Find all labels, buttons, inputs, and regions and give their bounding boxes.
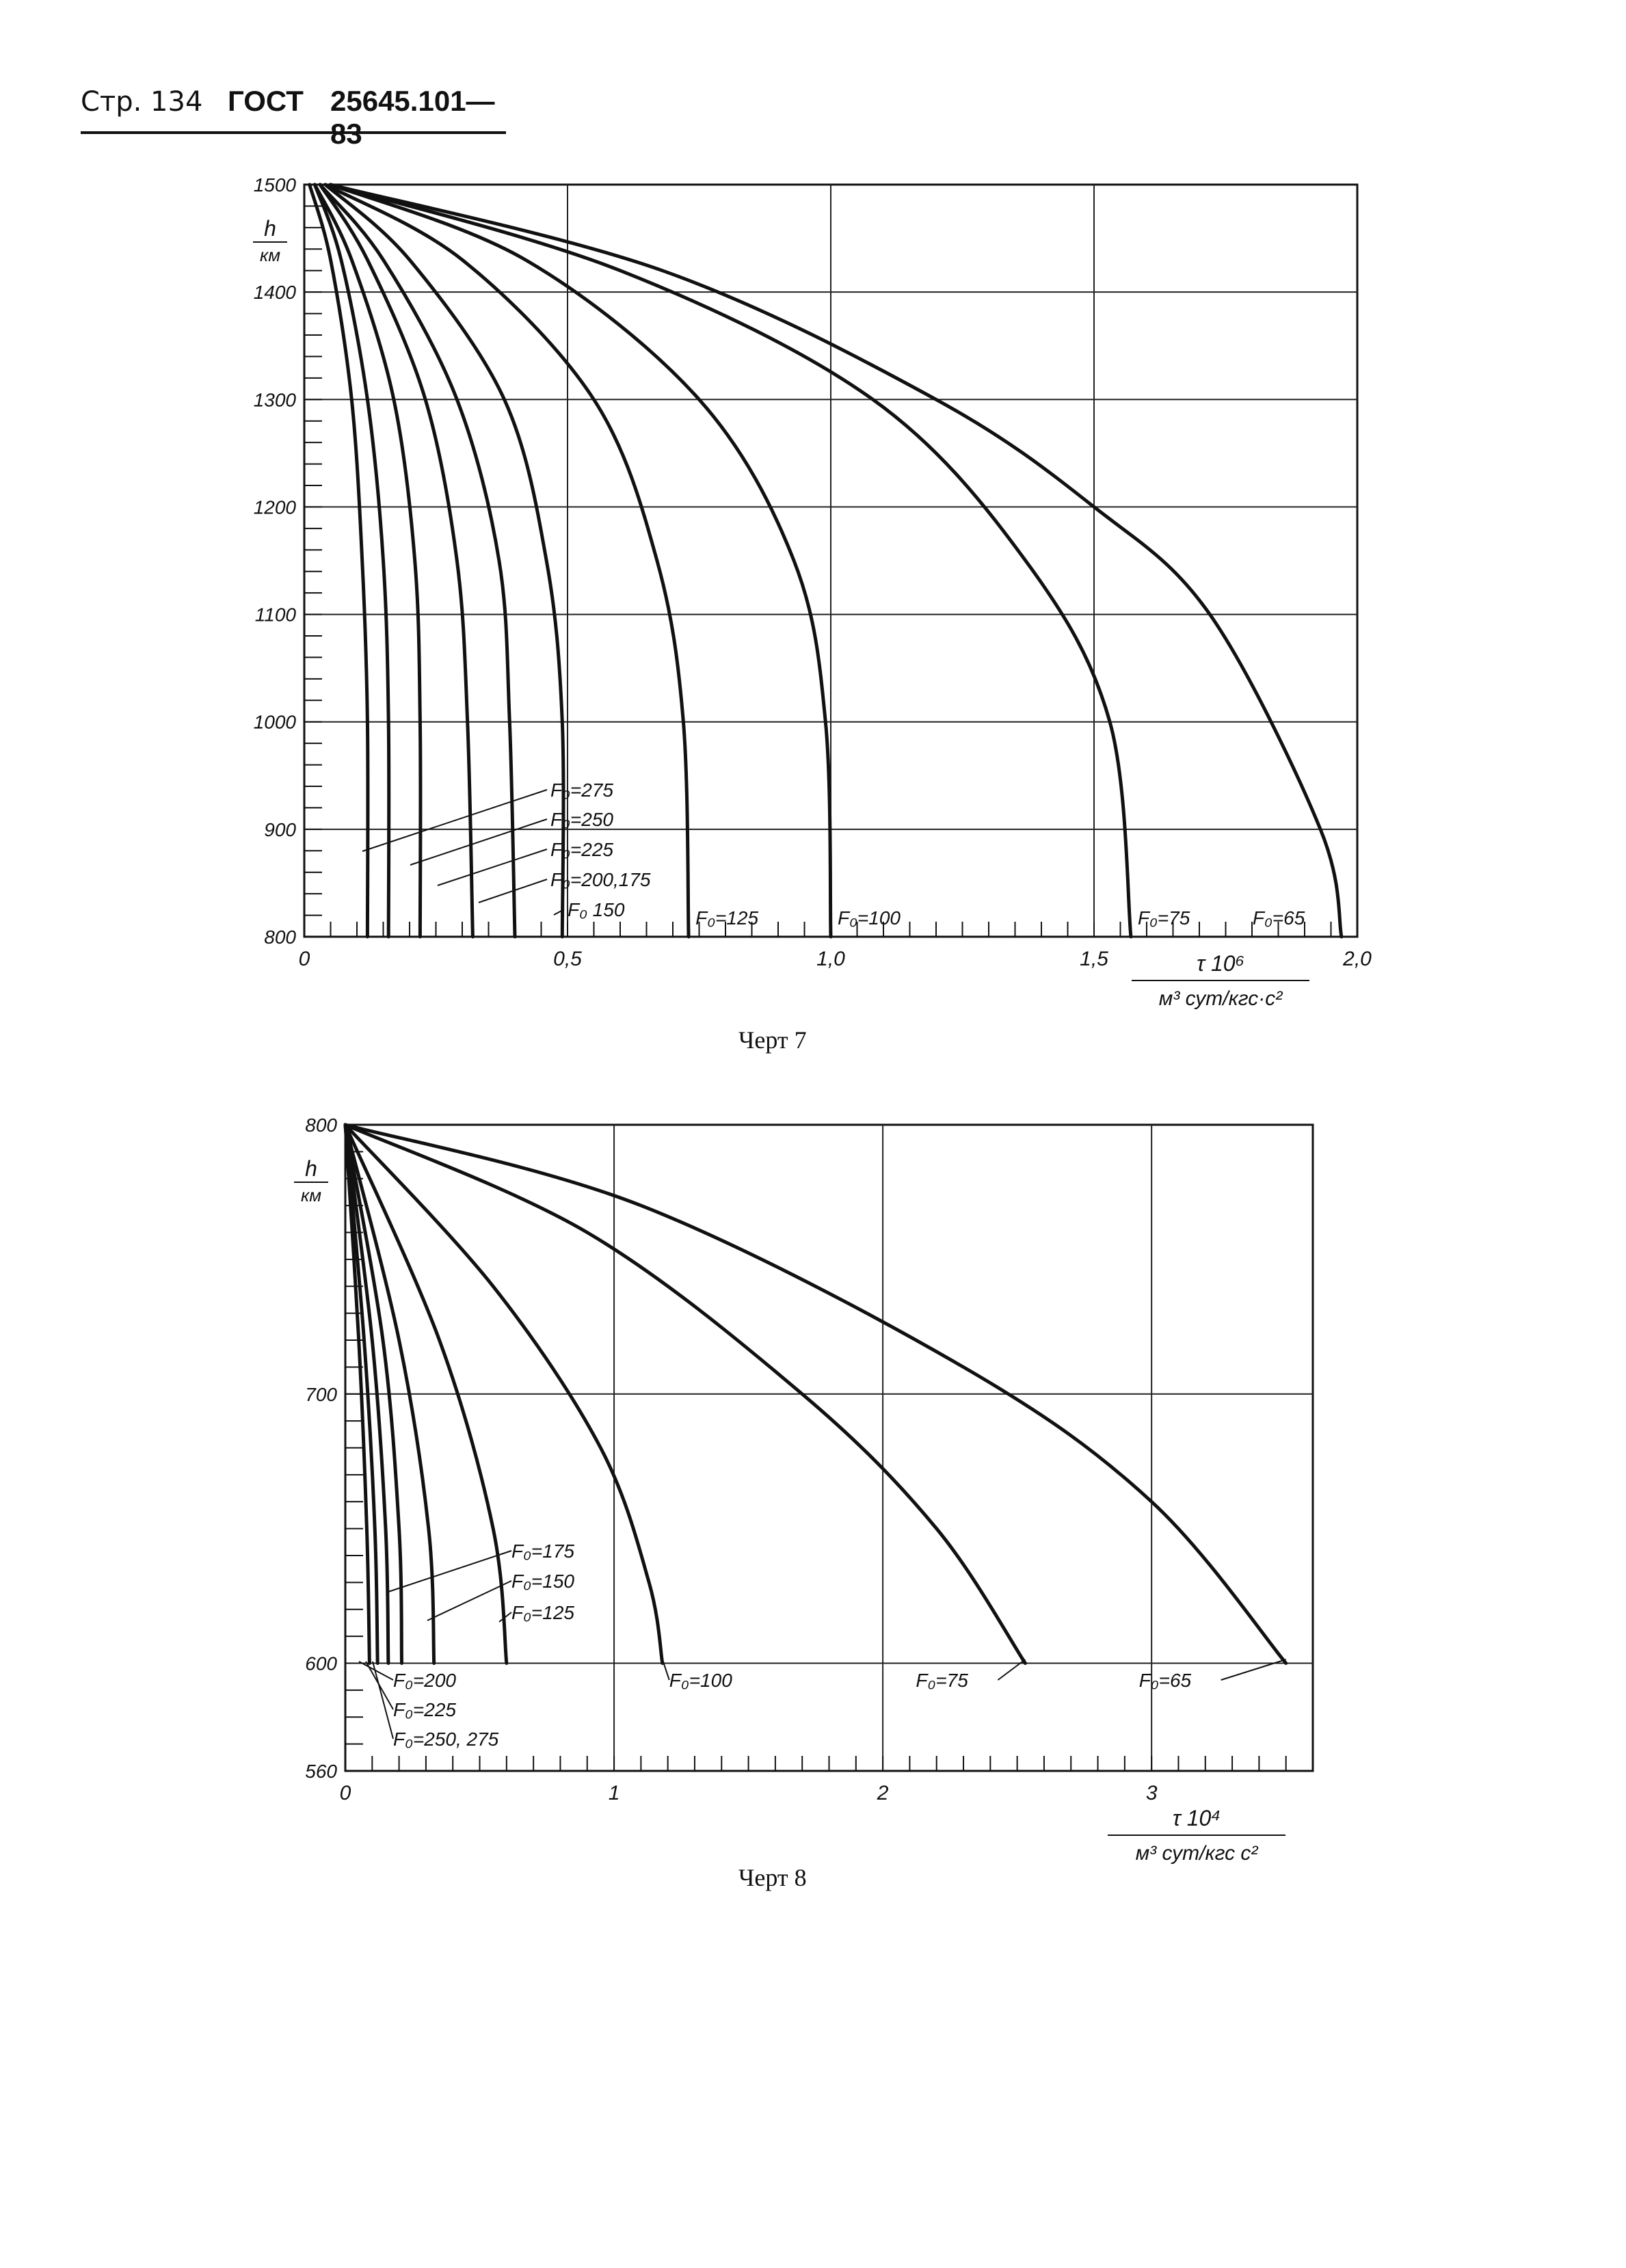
x-tick-label: 2 (877, 1782, 889, 1804)
x-tick-label: 2,0 (1342, 948, 1372, 970)
series-label: F₀=250 (550, 809, 613, 830)
leader-line (661, 1659, 670, 1681)
y-tick-label: 560 (305, 1761, 337, 1782)
leader-line (372, 1661, 394, 1739)
series-label: F₀=150 (511, 1571, 574, 1592)
y-axis-name: h (305, 1156, 317, 1181)
x-tick-label: 3 (1146, 1782, 1158, 1804)
series-label: F₀=225 (393, 1699, 456, 1720)
series-label: F₀=200,175 (550, 869, 651, 890)
y-tick-label: 1400 (254, 282, 297, 303)
page-header: Стр. 134 ГОСТ 25645.101—83 (81, 82, 506, 150)
leader-line (427, 1580, 512, 1621)
series-curve (329, 183, 833, 939)
doc-code: 25645.101—83 (330, 85, 495, 150)
y-tick-label: 700 (305, 1384, 337, 1405)
series-label: F₀=275 (550, 779, 613, 801)
doc-type: ГОСТ (228, 85, 304, 117)
leader-line (358, 1661, 394, 1681)
leader-line (1221, 1659, 1286, 1681)
chart-7-caption: Черт 7 (738, 1026, 807, 1054)
series-label: F₀=200 (393, 1670, 456, 1691)
series-curve (312, 183, 391, 939)
series-curve (343, 1123, 1027, 1665)
leader-line (553, 909, 565, 916)
series-curve (343, 1123, 509, 1665)
x-tick-label: 0 (340, 1782, 351, 1804)
series-label: F₀=100 (669, 1670, 732, 1691)
y-tick-label: 1200 (254, 496, 297, 518)
y-tick-label: 1100 (255, 604, 297, 626)
y-axis-unit: км (301, 1185, 321, 1205)
series-curve (318, 183, 475, 939)
series-curve (323, 183, 565, 939)
chart-8-caption: Черт 8 (738, 1864, 807, 1891)
series-curve (343, 1123, 436, 1665)
x-axis-name: τ 10⁶ (1197, 951, 1244, 976)
x-tick-label: 1,0 (816, 948, 845, 970)
leader-line (478, 879, 548, 903)
series-curve (343, 1123, 390, 1665)
page-number: Стр. 134 (81, 86, 203, 118)
series-curve (329, 183, 1344, 939)
leader-line (365, 1661, 394, 1710)
series-label: F₀ 150 (568, 899, 625, 920)
series-curve (343, 1123, 1288, 1665)
leader-line (498, 1612, 512, 1623)
series-curve (343, 1123, 379, 1665)
series-label: F₀=175 (511, 1540, 574, 1562)
leader-line (437, 849, 548, 886)
series-label: F₀=75 (1138, 907, 1190, 929)
y-tick-label: 900 (264, 819, 296, 840)
y-tick-label: 1500 (254, 174, 297, 196)
series-label: F₀=250, 275 (393, 1729, 499, 1750)
x-tick-label: 1,5 (1080, 948, 1108, 970)
x-tick-label: 0 (299, 948, 310, 970)
y-tick-label: 800 (264, 926, 296, 948)
series-label: F₀=75 (916, 1670, 968, 1691)
leader-line (362, 789, 548, 852)
y-tick-label: 600 (305, 1653, 337, 1675)
series-curve (323, 183, 691, 939)
series-curve (329, 183, 1133, 939)
leader-line (410, 818, 548, 866)
x-tick-label: 1 (609, 1782, 620, 1804)
chart-7: 800 900 1000 1100 1200 1300 1400 1500 0 0,5 1,0 1,5… (253, 174, 1372, 1010)
series-label: F₀=65 (1253, 907, 1305, 929)
leader-line (997, 1659, 1026, 1681)
x-axis-unit: м³ сут/кгс·с² (1159, 987, 1283, 1010)
y-tick-label: 800 (305, 1115, 337, 1136)
y-axis-name: h (264, 216, 276, 241)
series-curve (312, 183, 423, 939)
chart-8: 560 600 700 800 0 1 2 3 h км τ 10⁴ м³ сут/кгс с² F₀=… (294, 1115, 1314, 1865)
y-tick-label: 1000 (254, 712, 297, 733)
y-axis-unit: км (260, 245, 280, 265)
x-tick-label: 0,5 (553, 948, 582, 970)
series-curve (343, 1123, 403, 1665)
series-curve (343, 1123, 371, 1665)
x-axis-unit: м³ сут/кгс с² (1136, 1842, 1259, 1865)
y-tick-label: 1300 (254, 389, 297, 410)
series-label: F₀=225 (550, 839, 613, 860)
series-label: F₀=125 (695, 907, 758, 929)
series-curve (308, 183, 370, 939)
series-label: F₀=65 (1139, 1670, 1192, 1691)
x-axis-name: τ 10⁴ (1173, 1806, 1221, 1830)
leader-line (388, 1550, 512, 1592)
series-label: F₀=100 (838, 907, 901, 929)
series-curve (343, 1123, 665, 1665)
series-label: F₀=125 (511, 1602, 574, 1623)
series-curve (318, 183, 517, 939)
